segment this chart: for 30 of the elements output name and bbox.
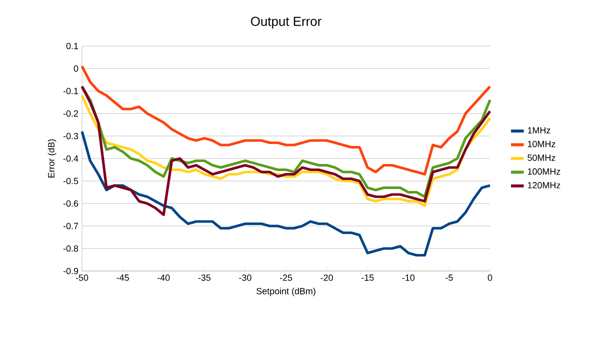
y-tick-label: -0.8 [63,245,78,252]
legend-label: 1MHz [528,127,550,134]
chart-title: Output Error [250,16,322,29]
x-tick-label: -20 [320,274,333,281]
y-tick-label: -0.9 [63,268,78,274]
x-tick-label: -35 [198,274,210,281]
x-tick-label: -25 [280,274,292,281]
legend-label: 100MHz [528,168,560,175]
legend-label: 10MHz [528,140,556,148]
y-tick-label: -0.5 [63,178,78,184]
legend-label: 50MHz [528,154,556,161]
legend-label: 120MHz [528,182,560,188]
x-tick-label: -5 [446,274,453,281]
y-tick-label: -0.7 [63,222,78,230]
y-tick-label: -0.1 [63,88,78,94]
x-tick-label: -30 [239,274,252,281]
x-tick-label: -10 [402,274,415,281]
y-tick-label: -0.4 [63,155,78,162]
x-tick-label: -15 [362,274,374,281]
y-axis-title: Error (dB) [48,139,56,178]
x-tick-label: 0 [488,274,492,281]
y-tick-label: -0.3 [63,132,78,140]
x-tick-label: -45 [116,274,129,281]
y-tick-label: -0.6 [63,200,78,207]
x-axis-title: Setpoint (dBm) [256,288,316,296]
x-tick-label: -40 [158,274,170,281]
y-tick-label: 0.1 [66,42,78,50]
y-tick-label: 0 [74,65,78,72]
x-tick-label: -50 [76,274,88,281]
y-tick-label: -0.2 [63,110,78,117]
